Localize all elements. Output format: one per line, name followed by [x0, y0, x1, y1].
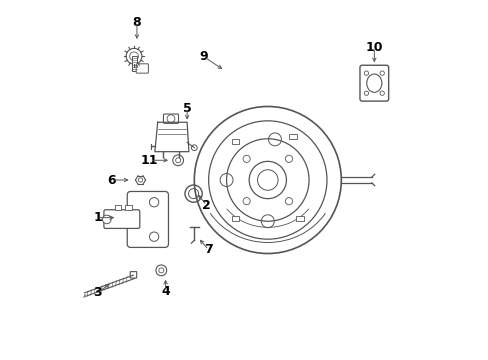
Circle shape [285, 155, 292, 162]
FancyBboxPatch shape [127, 192, 168, 247]
Bar [115, 206, 121, 211]
FancyBboxPatch shape [163, 114, 178, 123]
FancyBboxPatch shape [130, 272, 137, 278]
Bar [131, 56, 136, 71]
Circle shape [102, 215, 111, 224]
Bar [296, 216, 304, 221]
Bar [231, 216, 239, 221]
Text: 4: 4 [161, 285, 170, 298]
Text: 1: 1 [93, 211, 102, 224]
Text: 10: 10 [365, 41, 382, 54]
Bar [288, 134, 296, 139]
Circle shape [149, 232, 159, 241]
Circle shape [285, 198, 292, 205]
Circle shape [243, 198, 250, 205]
Text: 7: 7 [204, 243, 213, 256]
FancyBboxPatch shape [359, 65, 388, 101]
FancyBboxPatch shape [136, 64, 148, 73]
Bar [125, 206, 132, 211]
FancyBboxPatch shape [104, 210, 140, 228]
Circle shape [184, 185, 202, 202]
Bar [231, 139, 239, 144]
Text: 11: 11 [141, 154, 158, 167]
Circle shape [149, 198, 159, 207]
Text: 8: 8 [132, 16, 141, 29]
Circle shape [172, 155, 183, 166]
Circle shape [126, 48, 142, 64]
Circle shape [243, 155, 250, 162]
Circle shape [156, 265, 166, 276]
Text: 6: 6 [107, 174, 116, 186]
Text: 3: 3 [93, 287, 102, 300]
Text: 9: 9 [199, 50, 207, 63]
Ellipse shape [366, 74, 381, 92]
Circle shape [188, 189, 198, 199]
Text: 5: 5 [183, 102, 191, 115]
Text: 2: 2 [202, 199, 211, 212]
